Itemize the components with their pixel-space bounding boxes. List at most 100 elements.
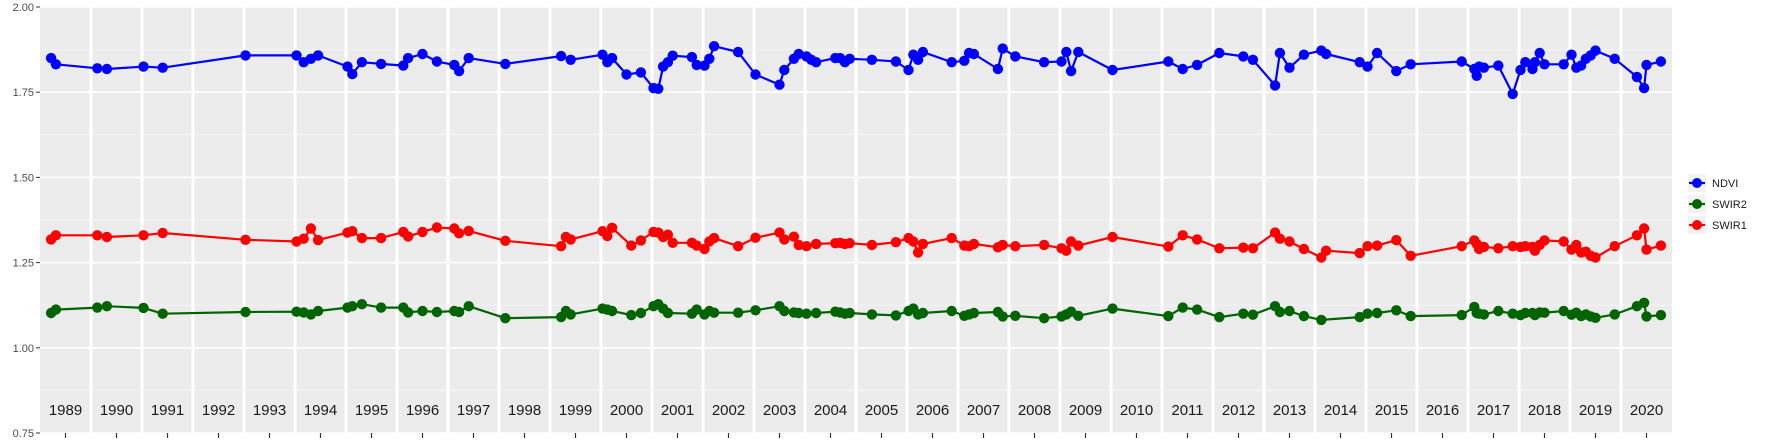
ndvi-point xyxy=(101,63,113,75)
swir1-point xyxy=(453,228,465,239)
ndvi-point xyxy=(1631,71,1643,83)
year-label: 2013 xyxy=(1273,402,1306,419)
year-label: 2020 xyxy=(1630,402,1663,419)
swir1-point xyxy=(866,239,878,251)
swir2-point xyxy=(1073,310,1084,321)
swir1-point xyxy=(555,241,567,252)
swir1-point xyxy=(1214,243,1225,254)
swir2-point xyxy=(92,302,103,313)
swir1-point xyxy=(1456,241,1467,252)
swir2-point xyxy=(732,307,744,318)
year-label: 2006 xyxy=(916,402,949,419)
legend-label: SWIR1 xyxy=(1712,220,1747,232)
swir2-point xyxy=(662,307,674,319)
ndvi-point xyxy=(1298,49,1310,60)
ndvi-point xyxy=(342,61,353,72)
ndvi-point xyxy=(691,59,702,71)
swir1-point xyxy=(810,238,822,250)
swir2-point xyxy=(1284,305,1295,317)
swir1-point xyxy=(1238,242,1249,253)
swir2-point xyxy=(968,307,980,319)
swir1-point xyxy=(1391,234,1402,246)
ndvi-point xyxy=(402,52,414,64)
ndvi-point xyxy=(431,56,443,67)
swir1-point xyxy=(844,238,855,249)
ndvi-point xyxy=(1163,56,1174,67)
ndvi-point xyxy=(1214,47,1225,59)
year-label: 2001 xyxy=(661,402,694,419)
legend-label: SWIR2 xyxy=(1712,199,1747,211)
ndvi-point xyxy=(903,64,914,76)
year-label: 1995 xyxy=(355,402,388,419)
legend-key-point xyxy=(1692,178,1702,188)
swir2-point xyxy=(417,305,428,317)
swir1-point xyxy=(565,234,576,245)
swir2-point xyxy=(1456,309,1467,321)
swir2-point xyxy=(917,307,929,319)
ndvi-point xyxy=(565,54,576,65)
year-label: 2004 xyxy=(814,402,847,419)
swir1-point xyxy=(912,247,924,258)
swir2-point xyxy=(1238,308,1249,319)
ndvi-point xyxy=(992,63,1004,75)
swir1-point xyxy=(968,238,980,250)
swir1-point xyxy=(1655,240,1667,251)
swir1-point xyxy=(1507,241,1518,252)
ndvi-point xyxy=(1456,56,1467,67)
swir2-point xyxy=(1354,311,1365,323)
swir1-point xyxy=(793,239,804,251)
swir2-point xyxy=(890,310,902,321)
swir1-point xyxy=(50,230,62,241)
swir1-point xyxy=(917,238,929,250)
legend-item-swir2: SWIR2 xyxy=(1688,195,1747,213)
ndvi-point xyxy=(667,50,678,61)
y-tick-label: 1.75 xyxy=(13,87,34,99)
swir1-point xyxy=(1247,243,1259,254)
swir1-point xyxy=(1558,236,1569,247)
swir2-point xyxy=(431,306,443,318)
swir1-point xyxy=(463,225,474,237)
ndvi-point xyxy=(1320,48,1332,60)
ndvi-point xyxy=(1520,57,1531,68)
ndvi-point xyxy=(375,58,387,70)
swir1-point xyxy=(356,232,368,244)
ndvi-point xyxy=(1539,59,1550,70)
ndvi-point xyxy=(1354,57,1365,68)
swir2-point xyxy=(356,299,368,310)
ndvi-point xyxy=(686,51,698,63)
swir2-point xyxy=(1405,310,1416,322)
ndvi-point xyxy=(1371,47,1383,59)
year-label: 2000 xyxy=(610,402,643,419)
swir2-point xyxy=(793,307,804,319)
ndvi-point xyxy=(1493,60,1504,71)
swir2-point xyxy=(1391,305,1402,316)
year-label: 2016 xyxy=(1426,402,1459,419)
swir1-point xyxy=(1371,240,1383,251)
swir1-point xyxy=(402,231,414,242)
swir1-point xyxy=(157,227,168,239)
swir2-point xyxy=(375,302,387,313)
year-label: 2011 xyxy=(1171,402,1203,419)
year-label: 1990 xyxy=(100,402,133,419)
ndvi-point xyxy=(635,67,647,78)
swir1-point xyxy=(417,226,428,238)
swir2-point xyxy=(1655,309,1667,321)
year-label: 2007 xyxy=(967,402,1000,419)
year-label: 2003 xyxy=(763,402,796,419)
swir1-point xyxy=(788,231,800,242)
swir2-point xyxy=(157,308,168,319)
swir1-point xyxy=(626,240,637,251)
swir1-point xyxy=(801,241,812,252)
swir2-point xyxy=(1609,309,1620,320)
swir1-point xyxy=(431,222,443,233)
swir2-point xyxy=(402,307,414,318)
ndvi-point xyxy=(1471,70,1482,82)
swir1-point xyxy=(1010,241,1021,252)
swir1-point xyxy=(375,232,387,244)
y-tick-label: 1.00 xyxy=(13,343,34,355)
swir2-point xyxy=(635,307,647,319)
swir2-point xyxy=(500,313,511,324)
ndvi-point xyxy=(1529,57,1541,68)
ndvi-point xyxy=(1284,62,1295,73)
